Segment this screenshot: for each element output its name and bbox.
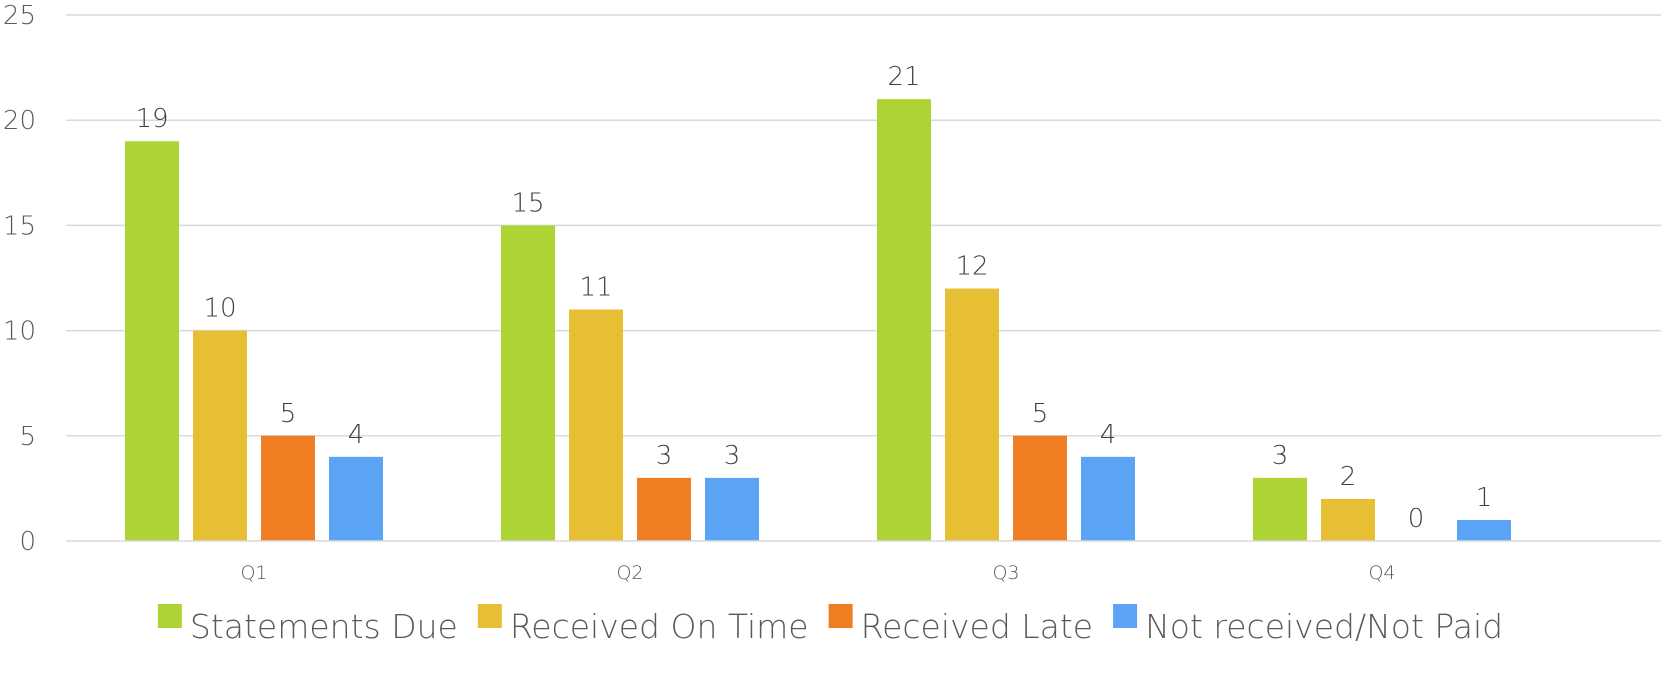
y-tick-label: 10 bbox=[3, 317, 36, 347]
data-label: 21 bbox=[887, 62, 920, 92]
legend-label: Statements Due bbox=[190, 607, 458, 646]
bar-q2-series-4 bbox=[705, 477, 759, 541]
bar-q1-series-4 bbox=[329, 456, 383, 541]
data-label: 3 bbox=[1272, 441, 1289, 471]
y-tick-label: 20 bbox=[3, 106, 36, 136]
legend-label: Received On Time bbox=[510, 607, 809, 646]
bars bbox=[125, 99, 1511, 542]
y-tick-label: 0 bbox=[19, 527, 36, 557]
y-tick-label: 25 bbox=[3, 1, 36, 31]
x-tick-label: Q3 bbox=[992, 562, 1019, 584]
legend-label: Received Late bbox=[861, 607, 1093, 646]
data-label: 1 bbox=[1476, 483, 1493, 513]
data-label: 3 bbox=[656, 441, 673, 471]
y-tick-label: 5 bbox=[19, 422, 36, 452]
bar-q1-series-3 bbox=[261, 435, 315, 541]
legend-item-4: Not received/Not Paid bbox=[1113, 604, 1503, 646]
bar-q2-series-1 bbox=[501, 225, 555, 541]
legend-swatch bbox=[477, 604, 502, 628]
bar-q3-series-2 bbox=[945, 288, 999, 541]
x-tick-label: Q4 bbox=[1368, 562, 1395, 584]
data-label: 4 bbox=[348, 420, 365, 450]
data-label: 19 bbox=[135, 104, 168, 134]
bar-q1-series-2 bbox=[193, 330, 247, 541]
data-label: 5 bbox=[1032, 399, 1049, 429]
data-label: 10 bbox=[203, 294, 236, 324]
bar-q2-series-2 bbox=[569, 309, 623, 541]
legend-swatch bbox=[1113, 604, 1138, 628]
x-tick-label: Q1 bbox=[240, 562, 267, 584]
grid-lines bbox=[66, 14, 1661, 437]
legend-swatch bbox=[828, 604, 853, 628]
bar-q3-series-4 bbox=[1081, 456, 1135, 541]
data-label: 0 bbox=[1408, 504, 1425, 534]
legend-item-1: Statements Due bbox=[157, 604, 458, 646]
data-label: 12 bbox=[955, 252, 988, 282]
legend-item-2: Received On Time bbox=[477, 604, 809, 646]
bar-q3-series-3 bbox=[1013, 435, 1067, 541]
bar-q2-series-3 bbox=[637, 477, 691, 541]
data-label: 11 bbox=[579, 273, 612, 303]
bar-q1-series-1 bbox=[125, 141, 179, 542]
legend: Statements Due Received On Time Received L… bbox=[157, 604, 1503, 646]
bar-q4-series-2 bbox=[1321, 498, 1375, 541]
y-tick-label: 15 bbox=[3, 211, 36, 241]
bar-q3-series-1 bbox=[877, 99, 931, 541]
legend-item-3: Received Late bbox=[828, 604, 1093, 646]
bar-q4-series-1 bbox=[1253, 477, 1307, 541]
x-axis: Q1 Q2 Q3 Q4 bbox=[66, 540, 1661, 584]
x-tick-label: Q2 bbox=[616, 562, 643, 584]
legend-label: Not received/Not Paid bbox=[1145, 607, 1503, 646]
data-labels: 19 10 5 4 15 11 3 3 21 12 5 4 3 2 0 1 bbox=[135, 62, 1492, 534]
data-label: 4 bbox=[1100, 420, 1117, 450]
bar-q4-series-4 bbox=[1457, 519, 1511, 541]
legend-swatch bbox=[157, 604, 182, 628]
y-axis: 0 5 10 15 20 25 bbox=[3, 1, 36, 557]
data-label: 2 bbox=[1340, 462, 1357, 492]
data-label: 15 bbox=[511, 188, 544, 218]
data-label: 5 bbox=[280, 399, 297, 429]
data-label: 3 bbox=[724, 441, 741, 471]
